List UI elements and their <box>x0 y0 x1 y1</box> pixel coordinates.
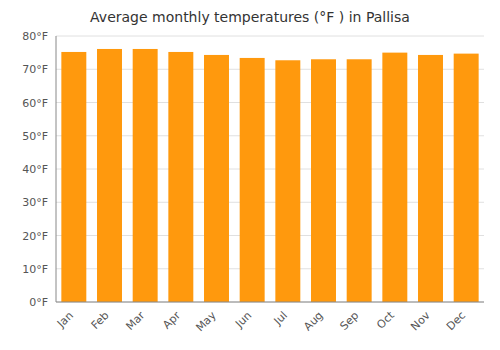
bar <box>311 59 336 302</box>
x-tick-label: Jan <box>54 309 76 331</box>
x-tick-label: Aug <box>301 309 325 333</box>
bar <box>275 60 300 302</box>
chart-container: Average monthly temperatures (°F ) in Pa… <box>0 0 500 350</box>
bar <box>382 53 407 302</box>
y-tick-label: 80°F <box>22 30 48 43</box>
x-tick-label: Sep <box>337 309 361 333</box>
y-tick-label: 30°F <box>22 196 48 209</box>
bar <box>454 54 479 302</box>
x-tick-label: Nov <box>408 309 433 334</box>
x-tick-label: Jun <box>232 309 254 331</box>
y-tick-label: 60°F <box>22 97 48 110</box>
y-tick-label: 20°F <box>22 230 48 243</box>
x-tick-label: Jul <box>271 309 290 328</box>
x-tick-label: Apr <box>160 309 183 332</box>
x-tick-label: May <box>193 309 219 335</box>
bar <box>133 49 158 302</box>
x-tick-label: Feb <box>89 309 112 332</box>
y-grid <box>56 36 484 302</box>
x-tick-label: Dec <box>444 309 468 333</box>
bars <box>61 49 478 302</box>
chart-svg: Average monthly temperatures (°F ) in Pa… <box>0 0 500 350</box>
y-tick-label: 0°F <box>29 296 48 309</box>
bar <box>168 52 193 302</box>
y-tick-label: 10°F <box>22 263 48 276</box>
bar <box>204 55 229 302</box>
bar <box>61 52 86 302</box>
x-axis-line <box>56 302 484 303</box>
bar <box>418 55 443 302</box>
grid-line <box>56 36 484 37</box>
x-tick-label: Oct <box>374 308 397 331</box>
y-tick-label: 40°F <box>22 163 48 176</box>
y-axis-line <box>56 36 57 302</box>
x-tick-label: Mar <box>123 309 147 333</box>
y-tick-label: 70°F <box>22 63 48 76</box>
title: Average monthly temperatures (°F ) in Pa… <box>90 9 410 25</box>
grid-line <box>56 302 484 303</box>
y-tick-label: 50°F <box>22 130 48 143</box>
bar <box>97 49 122 302</box>
bar <box>240 58 265 302</box>
bar <box>347 59 372 302</box>
